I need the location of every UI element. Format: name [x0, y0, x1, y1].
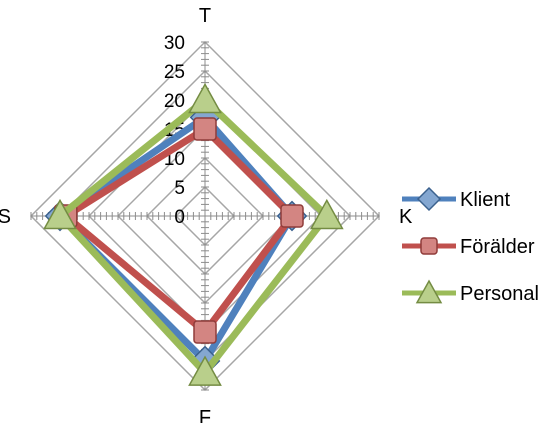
data-point [280, 204, 304, 228]
radial-tick-label: 0 [174, 207, 185, 228]
data-point [43, 198, 77, 230]
data-point [420, 237, 438, 255]
radial-tick-label: 25 [164, 62, 185, 83]
series-personal [43, 82, 344, 386]
data-point [309, 198, 344, 230]
legend-item: Förälder [402, 236, 535, 258]
legend-label: Förälder [460, 236, 535, 258]
legend-label: Personal [460, 283, 539, 305]
category-label: S [0, 206, 11, 228]
category-label: K [399, 206, 413, 228]
radial-tick-label: 20 [164, 91, 185, 112]
data-point [193, 117, 217, 141]
legend-label: Klient [460, 189, 510, 211]
category-label: F [199, 407, 211, 423]
radial-tick-label: 5 [174, 178, 185, 199]
data-point [193, 320, 217, 344]
category-labels: T K F S [0, 5, 413, 423]
radial-tick-label: 30 [164, 33, 185, 54]
legend-item: Personal [402, 279, 539, 305]
data-point [188, 355, 222, 386]
legend: Klient Förälder Personal [402, 186, 539, 305]
data-point [188, 82, 222, 114]
legend-item: Klient [402, 186, 510, 212]
category-label: T [199, 5, 211, 27]
data-point [416, 186, 442, 212]
series-layer [43, 82, 344, 386]
series-f-r-lder [54, 117, 304, 344]
data-point [415, 279, 443, 304]
